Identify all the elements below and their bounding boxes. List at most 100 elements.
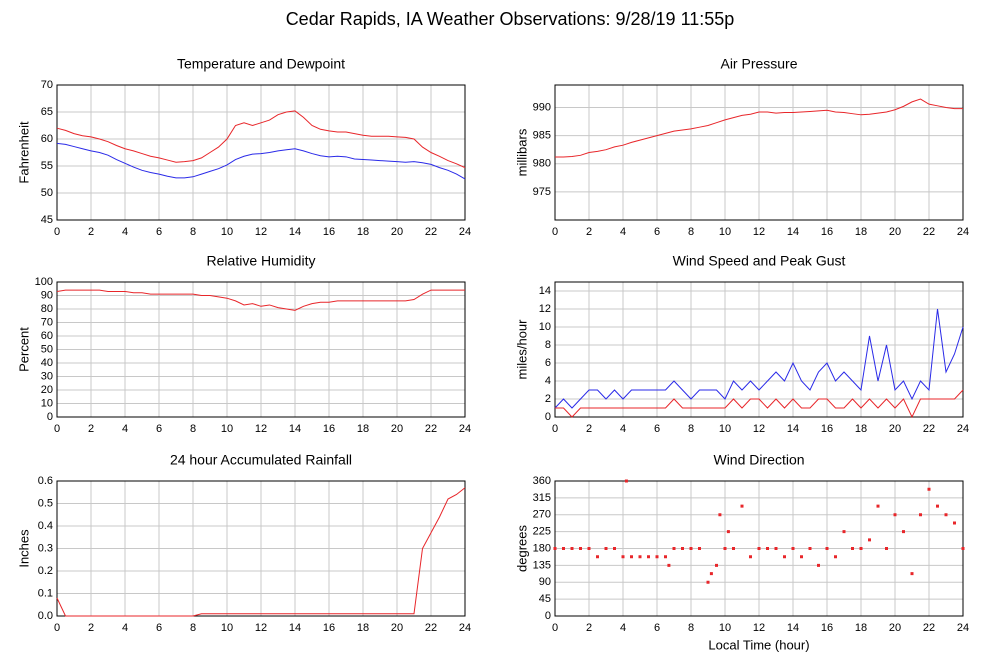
y-tick-label: 10: [539, 321, 551, 333]
x-tick-label: 18: [855, 622, 867, 634]
y-tick-label: 0.5: [38, 497, 53, 509]
y-tick-label: 90: [41, 289, 53, 301]
x-tick-label: 4: [122, 423, 128, 435]
x-tick-label: 2: [88, 622, 94, 634]
x-tick-label: 6: [654, 423, 660, 435]
x-tick-label: 14: [787, 622, 799, 634]
y-tick-label: 180: [533, 542, 551, 554]
plot-frame: [554, 84, 964, 221]
x-tick-label: 4: [620, 622, 626, 634]
data-point: [726, 530, 730, 534]
data-point: [732, 547, 735, 550]
data-line: [555, 98, 963, 158]
x-tick-label: 12: [753, 226, 765, 238]
x-tick-label: 14: [289, 622, 301, 634]
data-point: [953, 521, 956, 525]
x-tick-label: 22: [425, 423, 437, 435]
x-tick-label: 4: [620, 226, 626, 238]
data-line: [56, 142, 466, 180]
data-point: [961, 547, 965, 550]
x-tick-label: 16: [821, 622, 833, 634]
x-tick-label: 16: [821, 226, 833, 238]
y-tick-label: 100: [35, 276, 53, 288]
x-tick-label: 0: [552, 622, 558, 634]
x-tick-label: 20: [391, 226, 403, 238]
x-tick-label: 10: [221, 423, 233, 435]
data-line: [56, 110, 466, 169]
data-point: [876, 504, 880, 508]
y-tick-label: 270: [533, 509, 551, 521]
x-tick-label: 0: [54, 622, 60, 634]
data-point: [613, 547, 616, 550]
x-tick-label: 12: [753, 622, 765, 634]
chart-title: Wind Direction: [713, 452, 804, 468]
x-tick-label: 24: [459, 622, 471, 634]
x-tick-label: 16: [323, 423, 335, 435]
x-tick-label: 18: [357, 423, 369, 435]
y-tick-label: 0.4: [38, 520, 53, 532]
y-tick-label: 12: [539, 303, 551, 315]
data-point: [919, 513, 922, 517]
x-tick-label: 6: [654, 622, 660, 634]
y-tick-label: 60: [41, 330, 53, 342]
y-tick-label: 45: [41, 214, 53, 226]
x-tick-label: 12: [753, 423, 765, 435]
data-point: [834, 555, 837, 559]
data-point: [808, 547, 812, 550]
y-tick-label: 14: [539, 285, 551, 297]
y-tick-label: 0.1: [38, 587, 53, 599]
x-tick-label: 0: [54, 423, 60, 435]
x-tick-label: 20: [391, 622, 403, 634]
data-point: [757, 547, 761, 550]
y-tick-label: 30: [41, 370, 53, 382]
x-tick-label: 10: [221, 226, 233, 238]
data-point: [553, 547, 557, 550]
data-point: [783, 555, 786, 559]
data-point: [570, 547, 574, 550]
y-tick-label: 70: [41, 316, 53, 328]
x-tick-label: 10: [719, 226, 731, 238]
x-tick-label: 8: [688, 423, 694, 435]
y-tick-label: 55: [41, 160, 53, 172]
data-point: [715, 563, 718, 567]
data-point: [851, 547, 854, 550]
x-tick-label: 0: [552, 423, 558, 435]
x-tick-label: 14: [787, 226, 799, 238]
x-tick-label: 14: [289, 226, 301, 238]
y-tick-label: 0: [47, 411, 53, 423]
x-tick-label: 2: [586, 622, 592, 634]
data-point: [749, 555, 752, 559]
chart-title: Wind Speed and Peak Gust: [673, 253, 846, 269]
x-tick-label: 22: [425, 622, 437, 634]
data-point: [885, 547, 888, 550]
y-tick-label: 135: [533, 559, 551, 571]
data-line: [56, 289, 465, 311]
y-tick-label: 0.0: [38, 610, 53, 622]
data-point: [562, 547, 565, 550]
data-point: [655, 555, 659, 559]
x-tick-label: 18: [357, 622, 369, 634]
y-tick-label: 50: [41, 343, 53, 355]
x-tick-label: 18: [855, 423, 867, 435]
data-point: [706, 580, 710, 584]
x-tick-label: 8: [688, 226, 694, 238]
x-tick-label: 16: [323, 226, 335, 238]
x-tick-label: 6: [654, 226, 660, 238]
y-tick-label: 975: [533, 186, 551, 198]
data-point: [596, 555, 599, 559]
x-tick-label: 12: [255, 226, 267, 238]
data-point: [689, 547, 693, 550]
y-tick-label: 50: [41, 187, 53, 199]
data-point: [604, 547, 608, 550]
y-tick-label: 0.2: [38, 565, 53, 577]
x-tick-label: 22: [923, 622, 935, 634]
x-tick-label: 18: [357, 226, 369, 238]
data-point: [944, 513, 948, 517]
data-point: [709, 572, 713, 576]
y-tick-label: 8: [545, 339, 551, 351]
data-point: [842, 530, 846, 534]
data-point: [868, 538, 871, 542]
data-line: [554, 308, 964, 409]
x-tick-label: 2: [88, 226, 94, 238]
